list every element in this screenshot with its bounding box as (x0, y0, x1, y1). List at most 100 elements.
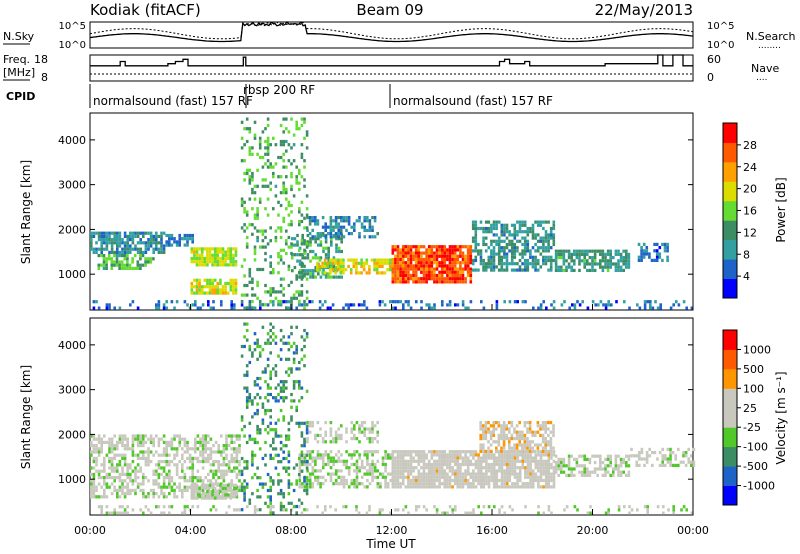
heatmap-cell (534, 262, 537, 266)
heatmap-cell (508, 430, 511, 434)
heatmap-cell (389, 472, 393, 476)
heatmap-cell (331, 303, 335, 307)
heatmap-cell (319, 275, 323, 279)
heatmap-cell (261, 418, 265, 422)
heatmap-cell (552, 306, 556, 310)
heatmap-cell (103, 238, 106, 242)
heatmap-cell (401, 267, 405, 271)
heatmap-cell (358, 232, 361, 236)
heatmap-cell (391, 466, 395, 470)
heatmap-cell (497, 220, 501, 224)
heatmap-cell (357, 261, 361, 265)
heatmap-cell (443, 270, 447, 274)
heatmap-cell (272, 479, 275, 483)
heatmap-cell (324, 453, 328, 457)
heatmap-cell (412, 450, 415, 454)
heatmap-cell (531, 265, 535, 269)
heatmap-cell (425, 485, 428, 489)
heatmap-cell (425, 257, 428, 262)
heatmap-cell (422, 482, 426, 486)
heatmap-cell (321, 459, 325, 463)
heatmap-cell (542, 469, 545, 473)
heatmap-cell (304, 272, 307, 276)
heatmap-cell (264, 341, 267, 345)
heatmap-cell (396, 254, 400, 258)
heatmap-cell (290, 171, 293, 176)
heatmap-cell (279, 479, 283, 483)
heatmap-cell (417, 261, 421, 265)
heatmap-cell (440, 459, 444, 463)
heatmap-cell (92, 488, 96, 492)
heatmap-cell (485, 478, 488, 483)
heatmap-cell (508, 469, 512, 473)
heatmap-cell (490, 456, 493, 460)
heatmap-cell (401, 248, 405, 252)
heatmap-cell (243, 143, 246, 147)
heatmap-cell (269, 239, 272, 243)
heatmap-cell (365, 511, 369, 515)
heatmap-cell (469, 254, 473, 258)
heatmap-cell (542, 462, 545, 467)
heatmap-cell (319, 427, 322, 431)
heatmap-cell (168, 240, 171, 244)
heatmap-cell (349, 271, 353, 275)
heatmap-cell (471, 249, 475, 253)
heatmap-cell (303, 274, 306, 278)
heatmap-cell (440, 472, 444, 476)
heatmap-cell (363, 472, 367, 476)
heatmap-cell (123, 250, 127, 254)
heatmap-cell (466, 485, 470, 489)
heatmap-cell (285, 437, 288, 441)
heatmap-cell (329, 472, 333, 476)
heatmap-cell (412, 478, 415, 483)
heatmap-cell (240, 159, 244, 163)
heatmap-cell (208, 496, 212, 500)
heatmap-cell (371, 427, 374, 431)
heatmap-cell (464, 306, 467, 310)
heatmap-cell (505, 258, 509, 263)
heatmap-cell (477, 482, 480, 486)
heatmap-cell (526, 427, 529, 431)
heatmap-cell (401, 261, 405, 265)
heatmap-cell (516, 475, 519, 479)
heatmap-cell (303, 476, 306, 480)
heatmap-cell (251, 280, 254, 284)
heatmap-cell (420, 453, 423, 457)
heatmap-cell (368, 466, 372, 470)
heatmap-cell (366, 228, 369, 232)
heatmap-cell (303, 462, 307, 467)
heatmap-cell (409, 264, 413, 268)
heatmap-cell (233, 508, 236, 512)
heatmap-cell (612, 262, 615, 266)
heatmap-cell (285, 306, 288, 310)
heatmap-cell (221, 260, 225, 264)
heatmap-cell (518, 472, 522, 476)
heatmap-cell (213, 250, 217, 254)
heatmap-cell (245, 293, 249, 297)
heatmap-cell (396, 245, 400, 249)
heatmap-cell (649, 303, 652, 307)
heatmap-cell (505, 255, 509, 259)
heatmap-cell (650, 258, 654, 262)
heatmap-cell (358, 453, 361, 457)
heatmap-cell (451, 254, 454, 258)
heatmap-cell (510, 268, 514, 272)
heatmap-cell (353, 482, 356, 486)
heatmap-cell (207, 472, 210, 476)
heatmap-cell (389, 511, 392, 515)
heatmap-cell (329, 232, 333, 236)
status-left-tick-bottom: 10^0 (59, 40, 86, 51)
heatmap-cell (646, 300, 649, 304)
heatmap-cell (394, 469, 397, 473)
heatmap-cell (243, 344, 246, 349)
heatmap-cell (495, 485, 499, 489)
heatmap-cell (342, 235, 346, 239)
heatmap-cell (682, 454, 685, 458)
heatmap-cell (311, 272, 315, 276)
heatmap-cell (305, 277, 309, 281)
heatmap-cell (118, 241, 122, 245)
heatmap-cell (531, 255, 535, 259)
heatmap-cell (505, 433, 508, 437)
heatmap-cell (168, 233, 171, 238)
heatmap-cell (580, 249, 584, 253)
